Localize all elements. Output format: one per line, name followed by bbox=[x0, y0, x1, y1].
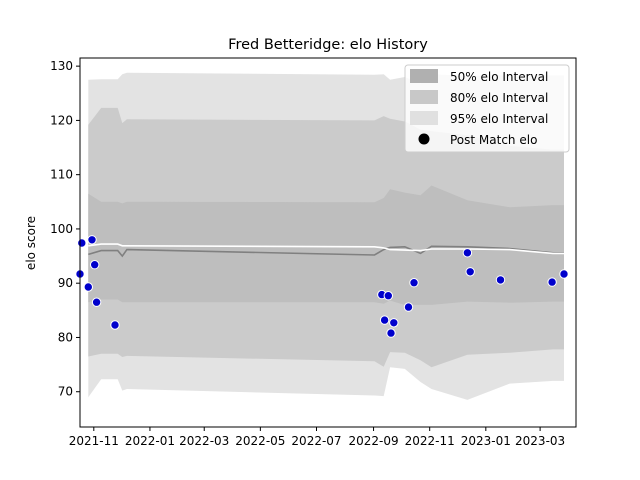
legend-marker-post-match bbox=[418, 133, 430, 145]
x-tick-label: 2022-11 bbox=[405, 434, 455, 448]
post-match-point bbox=[462, 248, 473, 258]
y-tick-label: 120 bbox=[50, 113, 73, 127]
legend-box bbox=[404, 64, 570, 153]
band-50 bbox=[88, 185, 565, 305]
y-tick-label: 70 bbox=[58, 385, 73, 399]
legend-swatch-80 bbox=[410, 90, 438, 104]
post-match-point bbox=[379, 315, 390, 325]
post-match-point bbox=[386, 328, 396, 338]
post-match-point bbox=[389, 318, 399, 328]
median-elo-line bbox=[88, 243, 564, 255]
legend-label-80: 80% elo Interval bbox=[450, 91, 548, 105]
y-tick-label: 110 bbox=[50, 168, 73, 182]
post-match-point bbox=[91, 297, 102, 307]
y-tick-label: 130 bbox=[50, 59, 73, 73]
y-tick-label: 90 bbox=[58, 276, 73, 290]
legend-swatch-95 bbox=[410, 111, 438, 125]
y-tick-label: 80 bbox=[58, 330, 73, 344]
x-tick-label: 2022-05 bbox=[235, 434, 285, 448]
y-tick-label: 100 bbox=[50, 222, 73, 236]
post-match-point bbox=[77, 238, 87, 248]
post-match-point bbox=[90, 260, 100, 270]
elo-lines bbox=[88, 243, 564, 258]
x-axis-ticks: 2021-11 2022-01 2022-03 2022-05 2022-07 2022-… bbox=[69, 427, 565, 448]
post-match-point bbox=[110, 320, 120, 330]
x-tick-label: 2022-01 bbox=[125, 434, 175, 448]
chart-title: Fred Betteridge: elo History bbox=[228, 37, 428, 53]
post-match-point bbox=[383, 291, 393, 301]
post-match-point bbox=[409, 278, 419, 288]
y-axis-label: elo score bbox=[24, 216, 38, 270]
legend-label-95: 95% elo Interval bbox=[450, 112, 548, 126]
x-tick-label: 2022-07 bbox=[291, 434, 341, 448]
legend: 50% elo Interval 80% elo Interval 95% el… bbox=[404, 64, 570, 153]
plot-frame bbox=[79, 57, 577, 428]
legend-label-post-match: Post Match elo bbox=[450, 133, 537, 147]
post-match-point bbox=[559, 269, 569, 279]
post-match-point bbox=[83, 282, 94, 292]
x-tick-label: 2022-09 bbox=[348, 434, 398, 448]
post-match-point bbox=[403, 302, 414, 312]
post-match-point bbox=[547, 277, 557, 287]
post-match-point bbox=[87, 235, 97, 245]
post-match-point bbox=[495, 275, 506, 285]
interval-bands bbox=[88, 72, 565, 400]
x-tick-label: 2023-01 bbox=[461, 434, 511, 448]
x-tick-label: 2023-03 bbox=[515, 434, 565, 448]
x-tick-label: 2021-11 bbox=[69, 434, 119, 448]
legend-swatch-50 bbox=[410, 69, 438, 83]
x-tick-label: 2022-03 bbox=[179, 434, 229, 448]
y-axis-ticks: 70 80 90 100 110 120 130 bbox=[50, 59, 80, 399]
mean-elo-line bbox=[88, 245, 564, 258]
post-match-point bbox=[465, 267, 475, 277]
legend-label-50: 50% elo Interval bbox=[450, 70, 548, 84]
